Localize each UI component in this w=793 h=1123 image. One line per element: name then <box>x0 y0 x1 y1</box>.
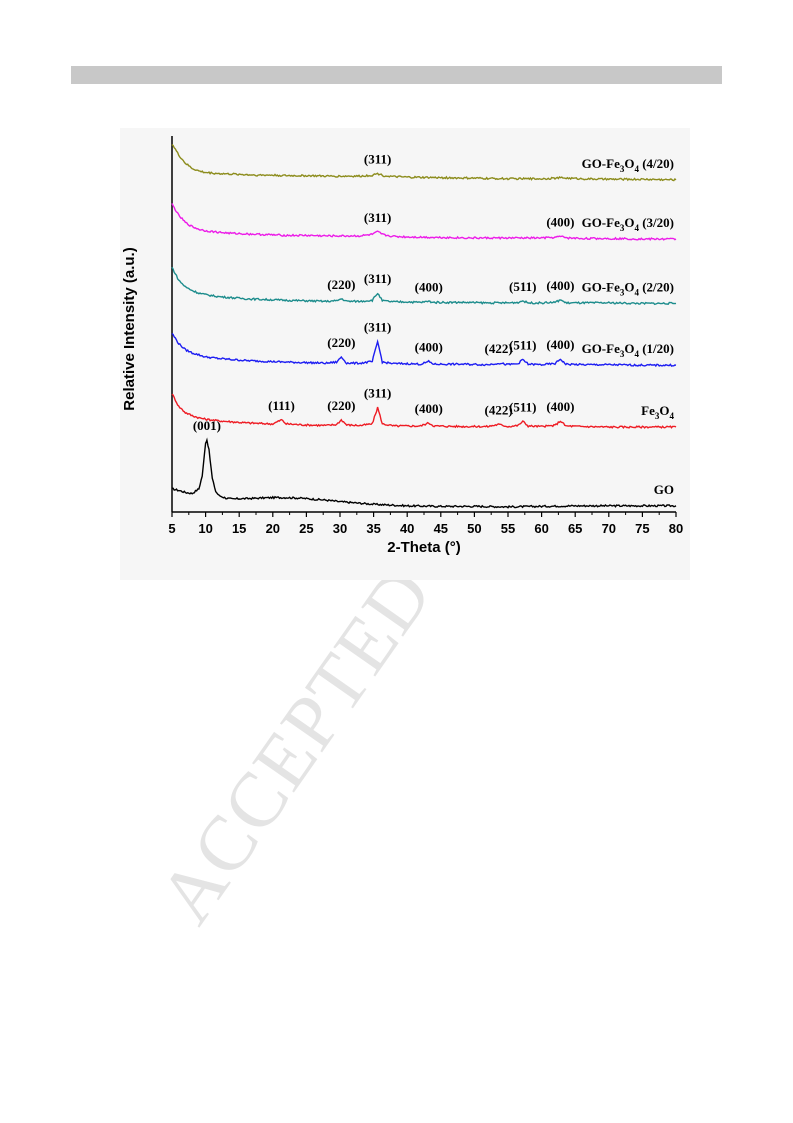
x-tick-label: 30 <box>333 521 347 536</box>
x-tick-label: 50 <box>467 521 481 536</box>
x-tick-label: 15 <box>232 521 246 536</box>
peak-label: (311) <box>364 152 391 167</box>
series-line <box>171 266 677 306</box>
peak-label: (220) <box>327 277 355 292</box>
peak-label: (400) <box>546 337 574 352</box>
series-line <box>171 437 677 509</box>
series-line <box>171 332 677 368</box>
x-tick-label: 5 <box>168 521 175 536</box>
series-line <box>171 203 677 241</box>
peak-label: (001) <box>193 418 221 433</box>
series-label: GO-Fe3O4 (2/20) <box>582 279 674 297</box>
x-tick-label: 75 <box>635 521 649 536</box>
peak-label: (311) <box>364 320 391 335</box>
peak-label: (511) <box>509 399 536 414</box>
peak-label: (422) <box>485 402 513 417</box>
x-tick-label: 60 <box>534 521 548 536</box>
x-tick-label: 40 <box>400 521 414 536</box>
peak-label: (400) <box>415 401 443 416</box>
series-label: Fe3O4 <box>641 403 674 421</box>
series-label: GO <box>654 482 674 497</box>
figure-panel: 5 10 15 20 25 30 35 40 45 50 55 60 65 70 75 80 2-Theta (… <box>120 128 690 580</box>
x-tick-label: 70 <box>602 521 616 536</box>
x-tick-label: 10 <box>198 521 212 536</box>
peak-label: (400) <box>546 214 574 229</box>
peak-label: (111) <box>268 398 295 413</box>
y-axis-title: Relative Intensity (a.u.) <box>121 247 138 410</box>
x-axis-title: 2-Theta (°) <box>387 539 461 556</box>
watermark-text: ACCEPTED <box>141 551 449 939</box>
peak-label: (311) <box>364 210 391 225</box>
header-bar <box>71 66 722 84</box>
peak-label: (511) <box>509 279 536 294</box>
peak-label: (400) <box>415 279 443 294</box>
series-label: GO-Fe3O4 (1/20) <box>582 341 674 359</box>
x-tick-label: 65 <box>568 521 582 536</box>
peak-label: (220) <box>327 335 355 350</box>
peak-label: (311) <box>364 385 391 400</box>
x-tick-label: 25 <box>299 521 313 536</box>
series-line <box>171 144 677 182</box>
x-tick-label: 45 <box>434 521 448 536</box>
x-tick-label: 55 <box>501 521 515 536</box>
peak-label: (400) <box>415 340 443 355</box>
peak-label: (422) <box>485 341 513 356</box>
x-tick-label: 35 <box>366 521 380 536</box>
x-tick-label: 20 <box>266 521 280 536</box>
x-tick-label: 80 <box>669 521 683 536</box>
watermark: ACCEPTED <box>110 551 510 938</box>
series-line <box>171 393 677 429</box>
peak-label: (400) <box>546 278 574 293</box>
xrd-chart: 5 10 15 20 25 30 35 40 45 50 55 60 65 70 75 80 2-Theta (… <box>121 136 683 556</box>
peak-label: (511) <box>509 338 536 353</box>
peak-label: (311) <box>364 271 391 286</box>
peak-label: (220) <box>327 398 355 413</box>
series-label: GO-Fe3O4 (3/20) <box>582 215 674 233</box>
peak-label: (400) <box>546 399 574 414</box>
series-label: GO-Fe3O4 (4/20) <box>582 156 674 174</box>
